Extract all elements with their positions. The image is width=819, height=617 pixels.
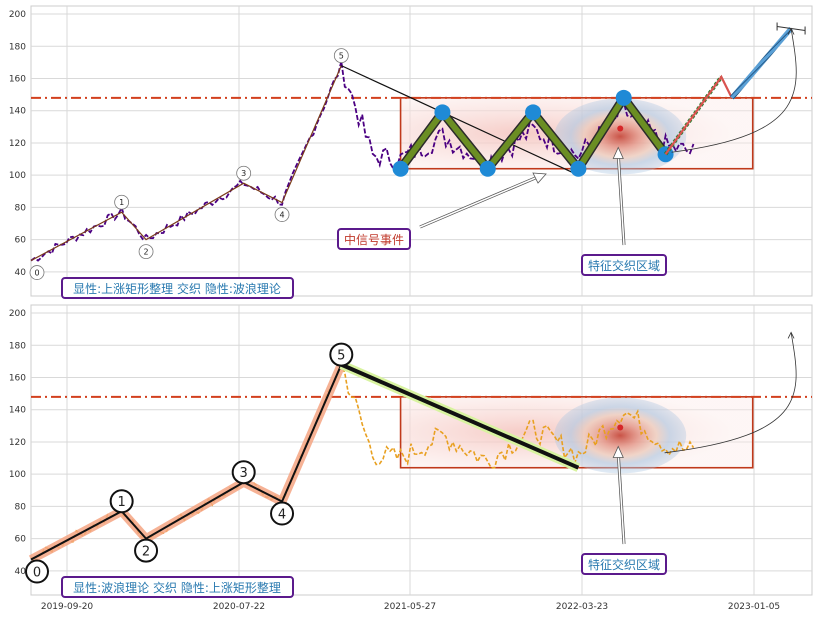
wave-label-circle <box>114 194 130 210</box>
y-tick-label: 140 <box>9 406 26 416</box>
y-tick-label: 200 <box>9 10 26 20</box>
y-tick-label: 120 <box>9 438 26 448</box>
wave-label-circle <box>270 501 295 526</box>
curved-arrow <box>664 332 797 454</box>
feature-region-center <box>617 125 624 132</box>
y-tick-label: 40 <box>15 567 27 577</box>
wave-label-circle <box>25 559 49 584</box>
y-tick-label: 40 <box>15 268 27 278</box>
region-label: 特征交织区域 <box>588 557 660 572</box>
wave-label: 3 <box>241 169 246 178</box>
caption-box <box>61 576 294 598</box>
panel-top: 40 60 80 100 120 140 160 180 200 0 1 2 3 4 5 中信号事件特征交织区… <box>9 5 813 299</box>
curved-arrow-head <box>787 27 795 35</box>
y-tick-label: 180 <box>9 341 26 351</box>
y-tick-label: 100 <box>9 470 26 480</box>
wave-label-circle <box>333 48 349 64</box>
curved-arrow-head <box>787 331 795 339</box>
wave-label: 5 <box>339 52 344 61</box>
region-arrow <box>617 453 625 545</box>
projection-peak <box>664 74 733 155</box>
trend-line <box>341 65 579 176</box>
panel-bottom: 40 60 80 100 120 140 160 180 200 0 1 2 3 4 5 特征交织区域显性:波… <box>9 304 813 598</box>
region-arrow-head <box>612 146 624 159</box>
zigzag-node <box>392 160 409 177</box>
wave-label-circle <box>231 460 256 485</box>
signal-arrow <box>419 175 541 228</box>
x-tick-label: 2021-05-27 <box>384 602 436 612</box>
feature-region-ellipse <box>554 397 687 474</box>
wave-label: 0 <box>34 269 39 278</box>
zigzag-node <box>479 160 496 177</box>
y-tick-label: 100 <box>9 171 26 181</box>
y-tick-label: 80 <box>15 502 27 512</box>
signal-label-box <box>337 228 411 250</box>
y-tick-label: 60 <box>15 236 27 246</box>
wave-label-circle <box>29 265 45 280</box>
y-tick-label: 200 <box>9 309 26 319</box>
x-tick-label: 2023-01-05 <box>728 602 780 612</box>
y-tick-label: 80 <box>15 203 27 213</box>
curved-arrow <box>671 28 797 153</box>
wave-label-circle <box>329 342 354 367</box>
y-tick-label: 180 <box>9 42 26 52</box>
region-label-box <box>581 254 667 276</box>
wave-label: 1 <box>118 495 126 510</box>
zigzag-node <box>615 89 632 106</box>
signal-label: 中信号事件 <box>344 232 404 247</box>
wave-label: 3 <box>240 466 248 481</box>
feature-region-center <box>617 424 624 431</box>
region-arrow-head <box>612 445 624 458</box>
wave-label: 0 <box>33 566 41 581</box>
panel-caption: 显性:上涨矩形整理 交织 隐性:波浪理论 <box>73 281 281 296</box>
y-tick-label: 60 <box>15 535 27 545</box>
price-series <box>30 60 695 262</box>
region-label-box <box>581 553 667 575</box>
wave-label-circle <box>138 244 154 260</box>
y-tick-label: 160 <box>9 374 26 384</box>
trend-line <box>340 362 580 470</box>
zigzag-node <box>525 104 542 121</box>
panel-caption: 显性:波浪理论 交织 隐性:上涨矩形整理 <box>73 580 281 595</box>
wave-label: 5 <box>337 349 345 364</box>
wave-label-circle <box>274 207 290 222</box>
projection-up-2 <box>729 26 793 100</box>
caption-box <box>61 277 294 299</box>
wave-label: 4 <box>279 211 284 220</box>
y-tick-label: 160 <box>9 75 26 85</box>
wave-label: 1 <box>119 198 124 207</box>
wave-label: 4 <box>278 508 286 523</box>
zigzag-node <box>570 160 587 177</box>
x-tick-label: 2019-09-20 <box>41 602 94 612</box>
x-tick-label: 2020-07-22 <box>213 602 265 612</box>
elliott-wave-line <box>30 65 342 262</box>
region-label: 特征交织区域 <box>588 258 660 273</box>
wave-label-circle <box>236 165 252 181</box>
elliott-wave-line <box>30 364 343 561</box>
x-tick-label: 2022-03-23 <box>556 602 608 612</box>
wave-label-circle <box>109 489 134 514</box>
y-tick-label: 140 <box>9 107 26 117</box>
signal-arrow-head <box>532 172 547 184</box>
zigzag-node <box>434 104 451 121</box>
y-tick-label: 120 <box>9 139 26 149</box>
wave-label: 2 <box>144 248 149 257</box>
wave-label: 2 <box>142 545 150 560</box>
wave-label-circle <box>134 538 159 563</box>
region-arrow <box>617 154 625 246</box>
